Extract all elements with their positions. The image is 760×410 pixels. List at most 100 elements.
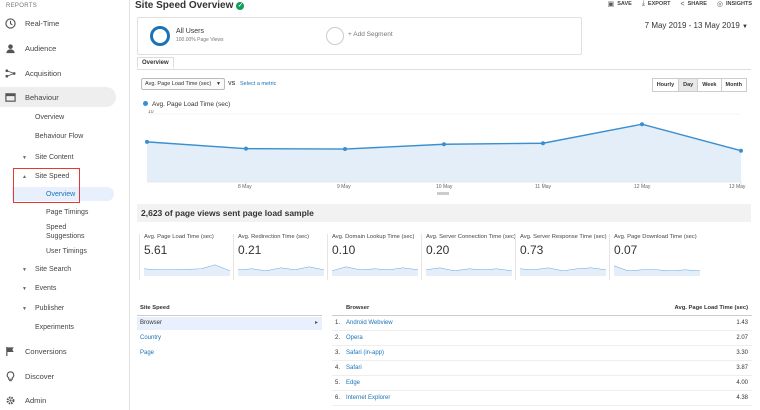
segment-bar: All Users 100.00% Page Views + Add Segme… — [137, 17, 582, 55]
sidebar: REPORTS Real-Time Audience Acquisition B… — [0, 0, 130, 410]
sidebar-item-admin[interactable]: Admin — [0, 390, 130, 410]
sidebar-item-acquisition[interactable]: Acquisition — [0, 63, 130, 83]
browser-link[interactable]: Safari — [346, 365, 362, 371]
granularity-month[interactable]: Month — [720, 78, 747, 92]
select-metric-link[interactable]: Select a metric — [240, 81, 277, 87]
table-row: 1. Android Webview 1.43 — [332, 316, 752, 331]
load-time-value: 4.38 — [736, 395, 748, 401]
kpi-server-connection-time[interactable]: Avg. Server Connection Time (sec) 0.20 — [421, 234, 516, 280]
kpi-page-load-time[interactable]: Avg. Page Load Time (sec) 5.61 — [139, 234, 233, 280]
sidebar-sub-site-speed-overview[interactable]: Overview — [46, 191, 76, 198]
chevron-right-icon: ▸ — [314, 320, 318, 326]
sidebar-item-real-time[interactable]: Real-Time — [0, 13, 130, 33]
data-point[interactable] — [442, 142, 446, 147]
kpi-server-response-time[interactable]: Avg. Server Response Time (sec) 0.73 — [515, 234, 609, 280]
chevron-down-icon: ▼ — [742, 24, 748, 30]
tab-overview[interactable]: Overview — [137, 57, 174, 69]
chevron-down-icon: ▼ — [216, 81, 221, 87]
browser-link[interactable]: Opera — [346, 335, 363, 341]
browser-link[interactable]: Edge — [346, 380, 361, 386]
sidebar-item-discover[interactable]: Discover — [0, 366, 130, 386]
page-title-text: Site Speed Overview — [135, 0, 234, 11]
sidebar-item-label: Real-Time — [25, 18, 60, 28]
x-tick-label: 9 May — [337, 184, 351, 190]
add-segment-button[interactable]: + Add Segment — [348, 31, 393, 38]
sidebar-item-conversions[interactable]: Conversions — [0, 341, 130, 361]
sidebar-item-label: Conversions — [25, 346, 67, 356]
y-tick-label: 10 — [148, 110, 154, 115]
browser-table-header: Browser Avg. Page Load Time (sec) — [332, 305, 752, 316]
kpi-value: 0.10 — [332, 243, 356, 257]
row-label: Browser — [140, 320, 163, 326]
sidebar-sub-experiments[interactable]: Experiments — [35, 324, 74, 331]
insights-label: INSIGHTS — [726, 1, 752, 7]
all-users-segment-icon[interactable] — [150, 26, 170, 46]
granularity-week[interactable]: Week — [697, 78, 722, 92]
data-point[interactable] — [640, 122, 644, 127]
export-button[interactable]: ⤓ EXPORT — [642, 0, 671, 8]
sidebar-sub-speed-suggestions-line2[interactable]: Suggestions — [46, 233, 85, 240]
sidebar-item-audience[interactable]: Audience — [0, 38, 130, 58]
save-button[interactable]: ▣ SAVE — [608, 0, 632, 8]
export-label: EXPORT — [647, 1, 671, 7]
kpi-label: Avg. Page Download Time (sec) — [614, 234, 697, 240]
site-speed-row-browser[interactable]: Browser ▸ — [137, 317, 322, 330]
table-row: 2. Opera 2.07 — [332, 331, 752, 346]
granularity-day[interactable]: Day — [678, 78, 699, 92]
chart-resize-handle[interactable] — [437, 192, 449, 195]
sidebar-sub-publisher[interactable]: Publisher — [35, 305, 65, 312]
sidebar-sub-site-search[interactable]: Site Search — [35, 266, 72, 273]
all-users-segment[interactable]: All Users — [176, 28, 205, 35]
data-point[interactable] — [541, 141, 545, 146]
sidebar-sub-user-timings[interactable]: User Timings — [46, 248, 87, 255]
sidebar-item-label: Behaviour — [25, 92, 59, 102]
sidebar-sub-overview[interactable]: Overview — [35, 114, 65, 121]
data-point[interactable] — [739, 148, 743, 153]
row-number: 1. — [335, 320, 341, 326]
caret-down-icon: ▼ — [22, 155, 27, 161]
kpi-label: Avg. Domain Lookup Time (sec) — [332, 234, 415, 240]
data-point[interactable] — [343, 147, 347, 152]
data-point[interactable] — [145, 139, 149, 144]
x-tick-label: 10 May — [436, 184, 453, 190]
load-time-value: 3.87 — [736, 365, 748, 371]
kpi-sparkline — [332, 266, 418, 276]
highlight-box — [13, 168, 80, 203]
chart-legend: Avg. Page Load Time (sec) — [143, 101, 230, 108]
sidebar-active-highlight — [12, 187, 114, 201]
x-tick-label: 12 May — [634, 184, 651, 190]
sidebar-sub-page-timings[interactable]: Page Timings — [46, 209, 89, 216]
add-segment-icon[interactable] — [326, 27, 344, 45]
table-row: 3. Safari (in-app) 3.30 — [332, 346, 752, 361]
sidebar-sub-site-speed[interactable]: Site Speed — [35, 173, 70, 180]
browser-link[interactable]: Internet Explorer — [346, 395, 391, 401]
table-row: 4. Safari 3.87 — [332, 361, 752, 376]
kpi-redirection-time[interactable]: Avg. Redirection Time (sec) 0.21 — [233, 234, 327, 280]
sidebar-item-behaviour[interactable]: Behaviour — [0, 87, 116, 107]
site-speed-row-page[interactable]: Page — [140, 350, 155, 356]
row-number: 6. — [335, 395, 341, 401]
browser-link[interactable]: Android Webview — [346, 320, 393, 326]
granularity-hourly[interactable]: Hourly — [651, 78, 680, 92]
share-button[interactable]: < SHARE — [681, 0, 707, 8]
data-point[interactable] — [244, 146, 248, 151]
metric-select[interactable]: Avg. Page Load Time (sec) ▼ — [141, 78, 225, 90]
kpi-sparkline — [520, 267, 606, 276]
browser-link[interactable]: Safari (in-app) — [346, 350, 385, 356]
row-number: 5. — [335, 380, 341, 386]
sidebar-sub-events[interactable]: Events — [35, 285, 57, 292]
insights-button[interactable]: ◎ INSIGHTS — [717, 0, 752, 8]
sidebar-sub-speed-suggestions-line1[interactable]: Speed — [46, 224, 67, 231]
kpi-sparkline — [614, 265, 700, 276]
load-time-value: 1.43 — [736, 320, 748, 326]
kpi-domain-lookup-time[interactable]: Avg. Domain Lookup Time (sec) 0.10 — [327, 234, 421, 280]
x-tick-label: 13 May — [729, 184, 746, 190]
kpi-page-download-time[interactable]: Avg. Page Download Time (sec) 0.07 — [609, 234, 703, 280]
kpi-label: Avg. Server Response Time (sec) — [520, 234, 607, 240]
sidebar-sub-site-content[interactable]: Site Content — [35, 154, 74, 161]
date-range-picker[interactable]: 7 May 2019 - 13 May 2019 ▼ — [645, 21, 748, 30]
site-speed-row-country[interactable]: Country — [140, 335, 162, 341]
row-number: 2. — [335, 335, 341, 341]
row-number: 3. — [335, 350, 341, 356]
sidebar-sub-behaviour-flow[interactable]: Behaviour Flow — [35, 133, 84, 140]
